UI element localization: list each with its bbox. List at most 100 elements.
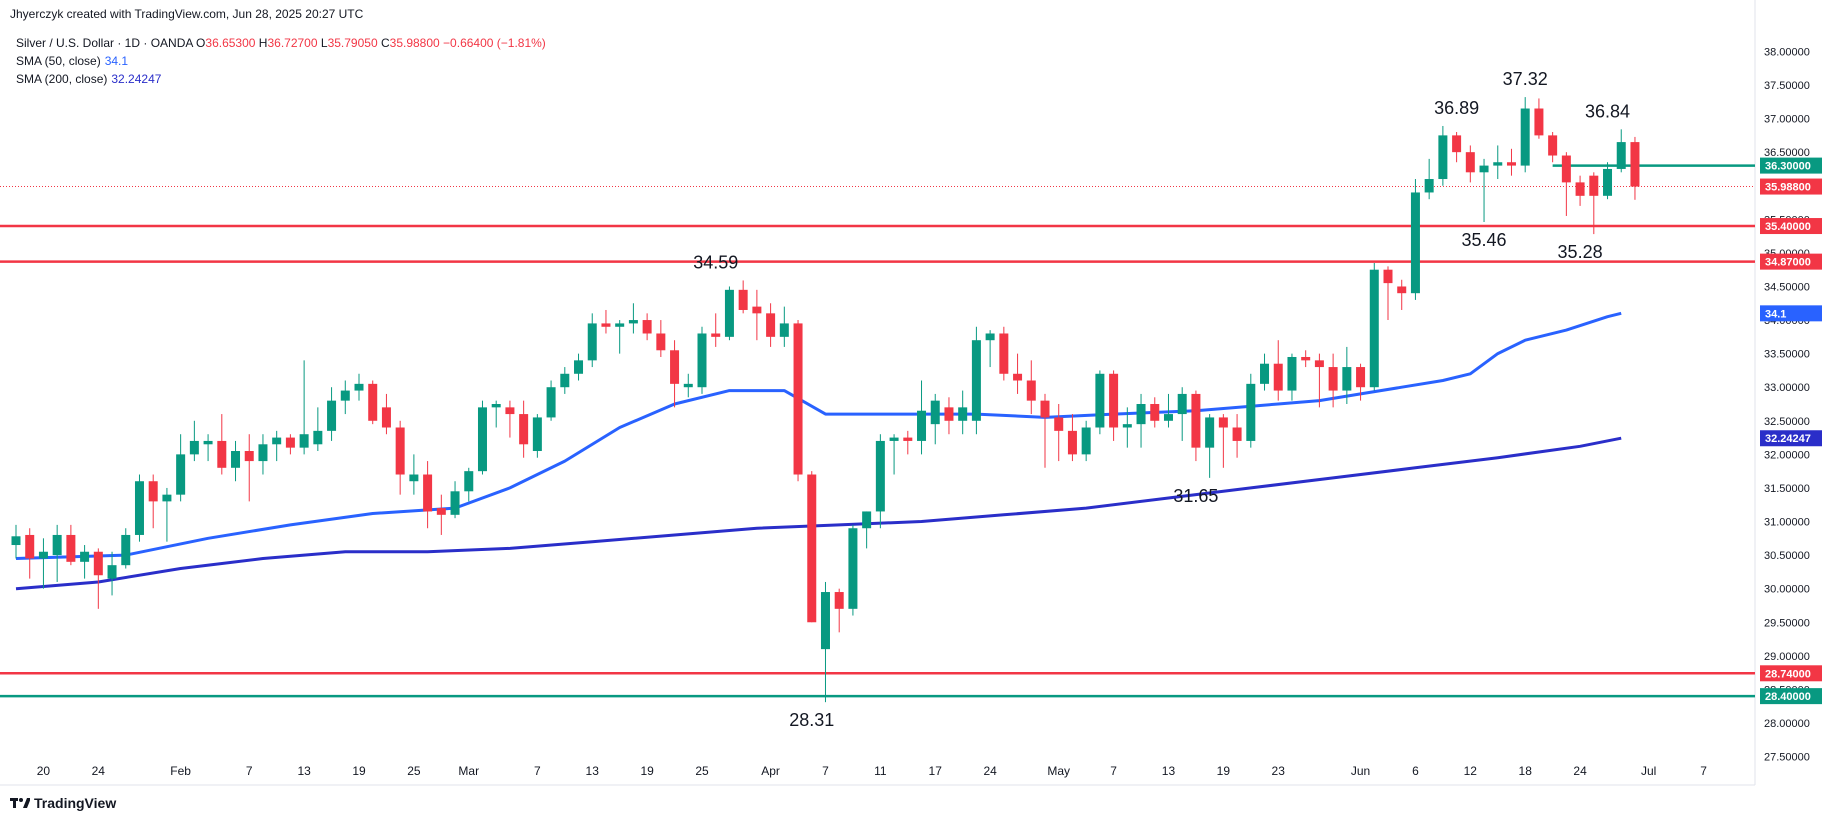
candle-body — [587, 323, 597, 361]
low-value: 35.79050 — [327, 36, 378, 50]
candle — [1465, 145, 1475, 183]
chart-credit: Jhyerczyk created with TradingView.com, … — [10, 7, 364, 21]
candle — [1109, 370, 1119, 441]
candle — [93, 548, 103, 609]
x-tick-label: 23 — [1272, 764, 1286, 778]
symbol-label: Silver / U.S. Dollar · 1D · OANDA — [16, 36, 193, 50]
candle — [752, 289, 762, 341]
candle-body — [875, 440, 885, 512]
sma200-badge-text: 32.24247 — [1765, 433, 1811, 445]
x-tick-label: 11 — [874, 764, 887, 778]
x-tick-label: 19 — [1217, 764, 1231, 778]
candle-body — [1603, 168, 1613, 196]
candle — [52, 524, 62, 582]
last-price-badge-text: 35.98800 — [1765, 182, 1811, 194]
x-tick-label: 7 — [246, 764, 253, 778]
candle — [683, 373, 693, 398]
candle — [1342, 346, 1352, 404]
change-value: −0.66400 (−1.81%) — [443, 36, 546, 50]
candle — [66, 524, 76, 566]
candle — [889, 434, 899, 475]
candle-body — [519, 414, 529, 445]
y-tick-label: 37.00000 — [1764, 114, 1810, 126]
open-value: 36.65300 — [205, 36, 256, 50]
level-badge-text: 35.40000 — [1765, 221, 1811, 233]
y-tick-label: 34.50000 — [1764, 281, 1810, 293]
candle-body — [464, 471, 474, 492]
candle — [628, 303, 638, 334]
candle-body — [1534, 108, 1544, 136]
candle — [409, 454, 419, 495]
candle — [670, 340, 680, 408]
sma50-badge: 34.1 — [1760, 305, 1822, 322]
sma200-line — [15, 436, 1622, 591]
x-tick-label: 20 — [37, 764, 51, 778]
candle — [1575, 175, 1585, 206]
candle-body — [1232, 427, 1242, 441]
candle — [148, 474, 158, 529]
tradingview-logo[interactable]: TradingView — [10, 795, 116, 811]
candle-body — [1465, 152, 1475, 173]
candle-body — [1479, 165, 1489, 173]
candle — [903, 430, 913, 455]
candle — [519, 400, 529, 458]
ohlc-row[interactable]: Silver / U.S. Dollar · 1D · OANDA O36.65… — [16, 34, 546, 52]
candle-body — [1548, 135, 1558, 156]
level-badge: 28.74000 — [1760, 665, 1822, 682]
candle-body — [752, 306, 762, 314]
sma50-badge-text: 34.1 — [1765, 308, 1786, 320]
candle-body — [505, 407, 515, 415]
candle — [711, 313, 721, 347]
candle-body — [477, 407, 487, 472]
y-tick-label: 29.50000 — [1764, 617, 1810, 629]
x-tick-label: May — [1047, 764, 1070, 778]
candle-body — [52, 534, 62, 556]
candle-body — [1383, 269, 1393, 284]
high-label: H — [258, 36, 268, 50]
candle — [930, 393, 940, 445]
level-badge-text: 36.30000 — [1765, 161, 1811, 173]
candle — [38, 538, 48, 589]
candle — [368, 380, 378, 425]
candle — [313, 407, 323, 452]
candle-body — [38, 551, 48, 559]
candle-body — [546, 387, 556, 418]
candle — [807, 471, 817, 623]
sma200-badge: 32.24247 — [1760, 430, 1822, 447]
candle-body — [148, 481, 158, 502]
candle — [1603, 162, 1613, 200]
x-tick-label: 13 — [1162, 764, 1176, 778]
sma200-legend-row[interactable]: SMA (200, close) 32.24247 — [16, 70, 546, 88]
candle-body — [25, 534, 35, 559]
candle-body — [176, 454, 186, 495]
candle — [1136, 393, 1146, 448]
candle — [779, 306, 789, 347]
candle — [999, 326, 1009, 381]
candle-body — [971, 340, 981, 421]
candle — [1067, 414, 1077, 462]
low-label: L — [320, 36, 328, 50]
chart-legend: Silver / U.S. Dollar · 1D · OANDA O36.65… — [16, 34, 546, 88]
candle — [1150, 397, 1160, 428]
price-annotation: 36.89 — [1434, 98, 1479, 118]
candle — [258, 434, 268, 475]
candle — [162, 487, 172, 542]
candle-body — [423, 474, 433, 512]
candle — [697, 326, 707, 394]
candle-body — [930, 400, 940, 425]
candle-body — [1013, 373, 1023, 381]
candle-body — [162, 494, 172, 502]
close-value: 35.98800 — [389, 36, 440, 50]
candle-body — [532, 417, 542, 452]
candle-body — [917, 410, 927, 441]
candle — [1095, 370, 1105, 435]
candle — [820, 581, 830, 703]
sma50-legend-row[interactable]: SMA (50, close) 34.1 — [16, 52, 546, 70]
level-badge-text: 28.74000 — [1765, 668, 1811, 680]
candle-body — [189, 440, 199, 455]
candle-body — [889, 437, 899, 441]
candle — [1506, 148, 1516, 176]
candle — [1273, 340, 1283, 401]
candle-body — [1616, 142, 1626, 169]
